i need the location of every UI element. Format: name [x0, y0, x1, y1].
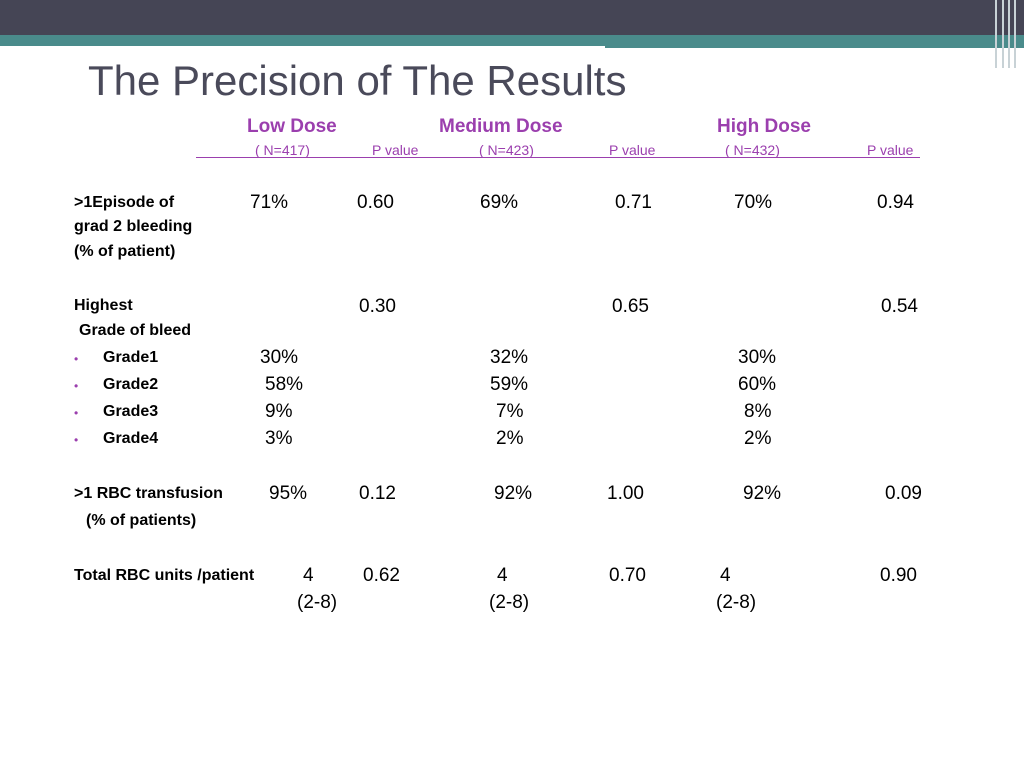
episode-label-3: (% of patient) [74, 243, 176, 260]
vertical-line [1002, 0, 1004, 68]
transfusion-label-1: >1 RBC transfusion [74, 485, 223, 502]
episode-low-p: 0.60 [357, 192, 394, 213]
header-low-p: P value [372, 142, 419, 158]
units-low: 4 [303, 565, 314, 586]
episode-medium: 69% [480, 192, 519, 213]
episode-label-2: grad 2 bleeding [74, 218, 193, 235]
bullet-icon: • [74, 406, 79, 420]
header-medium-p: P value [609, 142, 656, 158]
highest-label-2: Grade of bleed [79, 322, 192, 339]
grade2-high: 60% [738, 374, 777, 395]
units-high-range: (2-8) [716, 592, 757, 613]
units-low-range: (2-8) [297, 592, 338, 613]
highest-medium-p: 0.65 [612, 296, 649, 317]
grade4-medium: 2% [496, 428, 524, 449]
header-medium-dose: Medium Dose [439, 116, 563, 137]
bullet-icon: • [74, 352, 79, 366]
grade4-label: Grade4 [103, 430, 159, 447]
header-high-n: ( N=432) [725, 142, 780, 158]
grade4-high: 2% [744, 428, 772, 449]
teal-banner [0, 35, 1024, 48]
vertical-line [1008, 0, 1010, 68]
header-low-dose: Low Dose [247, 116, 337, 137]
transfusion-label-2: (% of patients) [86, 512, 197, 529]
grade3-high: 8% [744, 401, 772, 422]
grade2-medium: 59% [490, 374, 529, 395]
header-low-n: ( N=417) [255, 142, 310, 158]
units-high-p: 0.90 [880, 565, 917, 586]
vertical-line [995, 0, 997, 68]
episode-low: 71% [250, 192, 289, 213]
transfusion-high-p: 0.09 [885, 483, 922, 504]
slide-title: The Precision of The Results [88, 57, 627, 104]
header-medium-n: ( N=423) [479, 142, 534, 158]
units-medium: 4 [497, 565, 508, 586]
bullet-icon: • [74, 379, 79, 393]
white-stripe [0, 46, 605, 49]
units-medium-range: (2-8) [489, 592, 530, 613]
grade2-low: 58% [265, 374, 304, 395]
header-high-dose: High Dose [717, 116, 811, 137]
episode-medium-p: 0.71 [615, 192, 652, 213]
white-stripe [607, 54, 947, 57]
units-low-p: 0.62 [363, 565, 400, 586]
highest-low-p: 0.30 [359, 296, 396, 317]
units-high: 4 [720, 565, 731, 586]
episode-label-1: >1Episode of [74, 194, 175, 211]
episode-high-p: 0.94 [877, 192, 914, 213]
white-stripe [607, 64, 827, 66]
transfusion-low-p: 0.12 [359, 483, 396, 504]
grade4-low: 3% [265, 428, 293, 449]
highest-high-p: 0.54 [881, 296, 918, 317]
top-banner [0, 0, 1024, 35]
grade1-low: 30% [260, 347, 299, 368]
transfusion-medium-p: 1.00 [607, 483, 644, 504]
units-medium-p: 0.70 [609, 565, 646, 586]
highest-label-1: Highest [74, 297, 133, 314]
header-underline [196, 157, 920, 158]
episode-high: 70% [734, 192, 773, 213]
grade1-medium: 32% [490, 347, 529, 368]
grade2-label: Grade2 [103, 376, 159, 393]
units-label: Total RBC units /patient [74, 567, 255, 584]
grade3-low: 9% [265, 401, 293, 422]
transfusion-low: 95% [269, 483, 308, 504]
grade3-label: Grade3 [103, 403, 159, 420]
grade1-high: 30% [738, 347, 777, 368]
vertical-line [1014, 0, 1016, 68]
transfusion-medium: 92% [494, 483, 533, 504]
grade3-medium: 7% [496, 401, 524, 422]
grade1-label: Grade1 [103, 349, 159, 366]
header-high-p: P value [867, 142, 914, 158]
transfusion-high: 92% [743, 483, 782, 504]
bullet-icon: • [74, 433, 79, 447]
